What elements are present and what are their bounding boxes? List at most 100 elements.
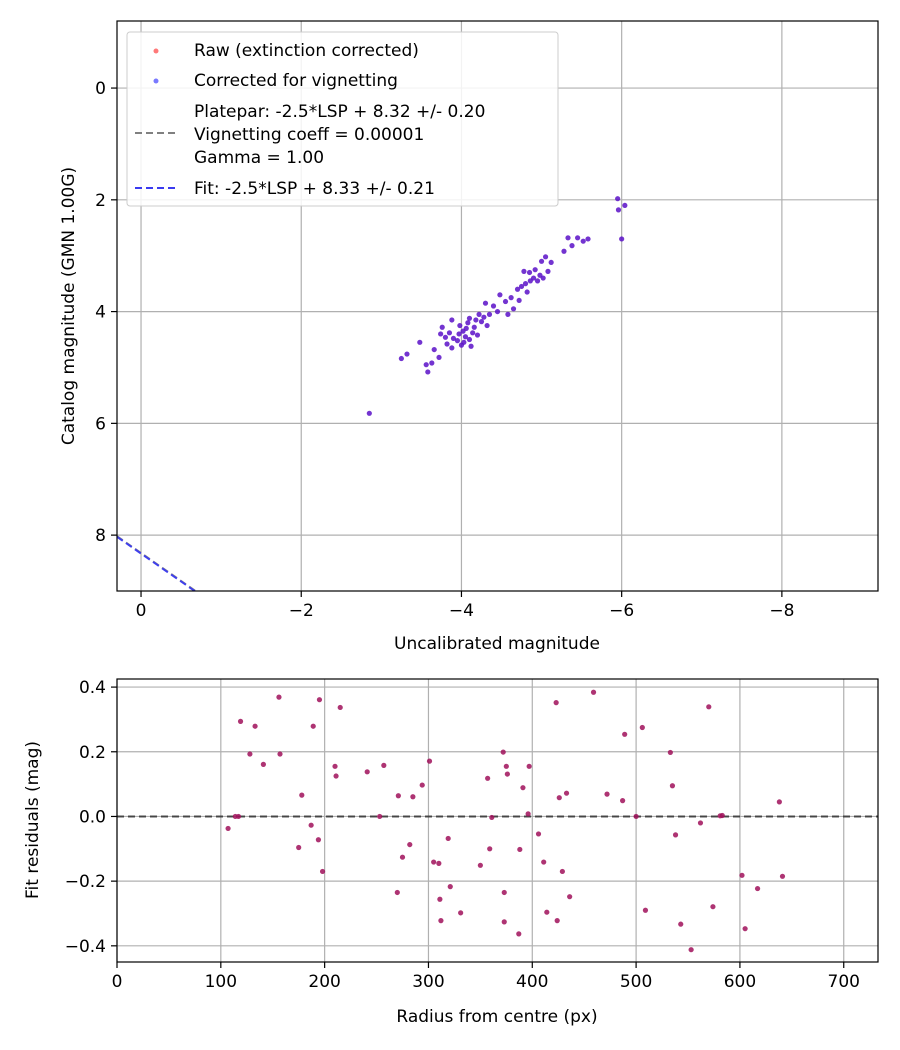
magplot-y-tick-label: 8 [95,526,106,546]
residuals-plot-frame [116,678,879,963]
magplot-data-point [468,343,474,349]
residplot-data-point [776,799,782,805]
magplot-data-point [538,258,545,264]
residplot-data-point [381,762,387,768]
residuals-plot-x-ticks: 0 100 200 300 400 500 600 700 [112,962,860,992]
magplot-data-point [486,311,493,317]
residplot-data-point [410,794,416,800]
residuals-plot-points [225,689,786,953]
magplot-y-tick-label: 0 [95,79,106,99]
residplot-data-point [678,921,684,927]
residuals-plot-y-ticks: 0.4 0.2 0.0 −0.2 −0.4 [65,678,117,957]
magplot-data-point [548,259,554,266]
residplot-y-tick-label: 0.4 [79,678,106,698]
residplot-data-point [399,854,406,860]
magnitude-plot-y-axis-label: Catalog magnitude (GMN 1.00G) [59,167,79,445]
residplot-data-point [500,749,506,755]
magplot-data-point [505,311,511,317]
residplot-data-point [252,723,258,729]
residplot-data-point [395,793,401,799]
magplot-data-point [465,320,471,326]
magplot-data-point [456,331,462,337]
residplot-data-point [526,763,532,769]
residplot-data-point [332,763,338,769]
magplot-x-tick-label: −8 [769,601,794,621]
residplot-y-tick-label: −0.4 [65,937,106,957]
residplot-data-point [237,718,244,724]
residplot-data-point [706,704,712,710]
residplot-data-point [535,831,542,837]
residplot-data-point [426,758,433,764]
magplot-data-point [474,332,481,338]
magplot-data-point [470,330,476,336]
residplot-data-point [315,837,322,843]
magplot-data-point [442,334,449,340]
magplot-data-point [522,281,529,287]
residplot-data-point [541,859,547,865]
magplot-data-point [481,314,487,320]
magplot-data-point [530,275,537,281]
legend-box [126,31,559,207]
magplot-data-point [425,369,431,375]
residplot-data-point [642,907,649,913]
magnitude-plot-x-axis-label: Uncalibrated magnitude [394,634,600,654]
magplot-data-point [622,202,628,209]
magplot-y-tick-label: 2 [95,191,106,211]
residplot-x-tick-label: 600 [724,972,756,992]
magplot-data-point [510,306,517,312]
magplot-data-point [461,339,467,345]
residplot-data-point [504,771,510,777]
magplot-data-point [463,325,469,331]
magnitude-plot-frame [116,20,879,592]
magplot-data-point [575,235,581,241]
magplot-data-point [542,254,549,260]
legend-label-vignetting: Corrected for vignetting [194,71,398,91]
magplot-x-tick-label: −4 [449,601,474,621]
residplot-data-point [438,918,444,924]
residplot-data-point [503,763,509,769]
residplot-data-point [639,724,645,731]
legend-label-platepar-2: Vignetting coeff = 0.00001 [194,125,424,145]
magplot-data-point [429,360,435,366]
magnitude-plot: 0 −2 −4 −6 −8 0 2 4 6 8 Uncalibrated magnitude C… [59,20,879,654]
residplot-data-point [556,795,562,801]
magplot-data-point [534,278,541,284]
magplot-data-point [585,236,591,242]
legend-marker-vignetting [153,78,159,84]
residplot-data-point [447,884,453,890]
magplot-data-point [449,317,455,323]
residplot-data-point [719,812,725,819]
magplot-data-point [398,355,404,362]
magplot-data-point [417,339,423,345]
residplot-y-tick-label: −0.2 [65,872,106,892]
magplot-data-point [619,236,625,242]
residplot-data-point [517,846,523,853]
magplot-data-point [545,268,551,274]
residplot-data-point [754,885,761,892]
residplot-data-point [299,792,305,798]
residplot-data-point [436,860,442,866]
magplot-data-point [438,331,444,337]
legend-marker-raw [153,48,159,54]
residplot-x-tick-label: 100 [205,972,237,992]
residplot-data-point [669,783,676,789]
residplot-data-point [310,723,316,729]
magplot-data-point [569,243,575,249]
residplot-data-point [525,811,531,817]
residplot-data-point [567,894,573,900]
residplot-data-point [235,813,242,820]
magplot-data-point [615,196,621,202]
residplot-x-tick-label: 400 [516,972,548,992]
legend-label-platepar-1: Platepar: -2.5*LSP + 8.32 +/- 0.20 [194,102,485,122]
magnitude-plot-legend: Raw (extinction corrected) Corrected for… [126,31,559,207]
magnitude-plot-x-ticks: 0 −2 −4 −6 −8 [136,591,794,621]
residplot-data-point [485,775,491,781]
residplot-data-point [779,873,786,879]
magplot-data-point [423,362,429,368]
magplot-data-point [565,235,571,241]
residplot-data-point [604,791,610,797]
legend-label-platepar-3: Gamma = 1.00 [194,148,324,168]
residplot-y-tick-label: 0.0 [79,807,106,827]
magplot-data-point [457,322,463,329]
magplot-data-point [484,322,490,329]
